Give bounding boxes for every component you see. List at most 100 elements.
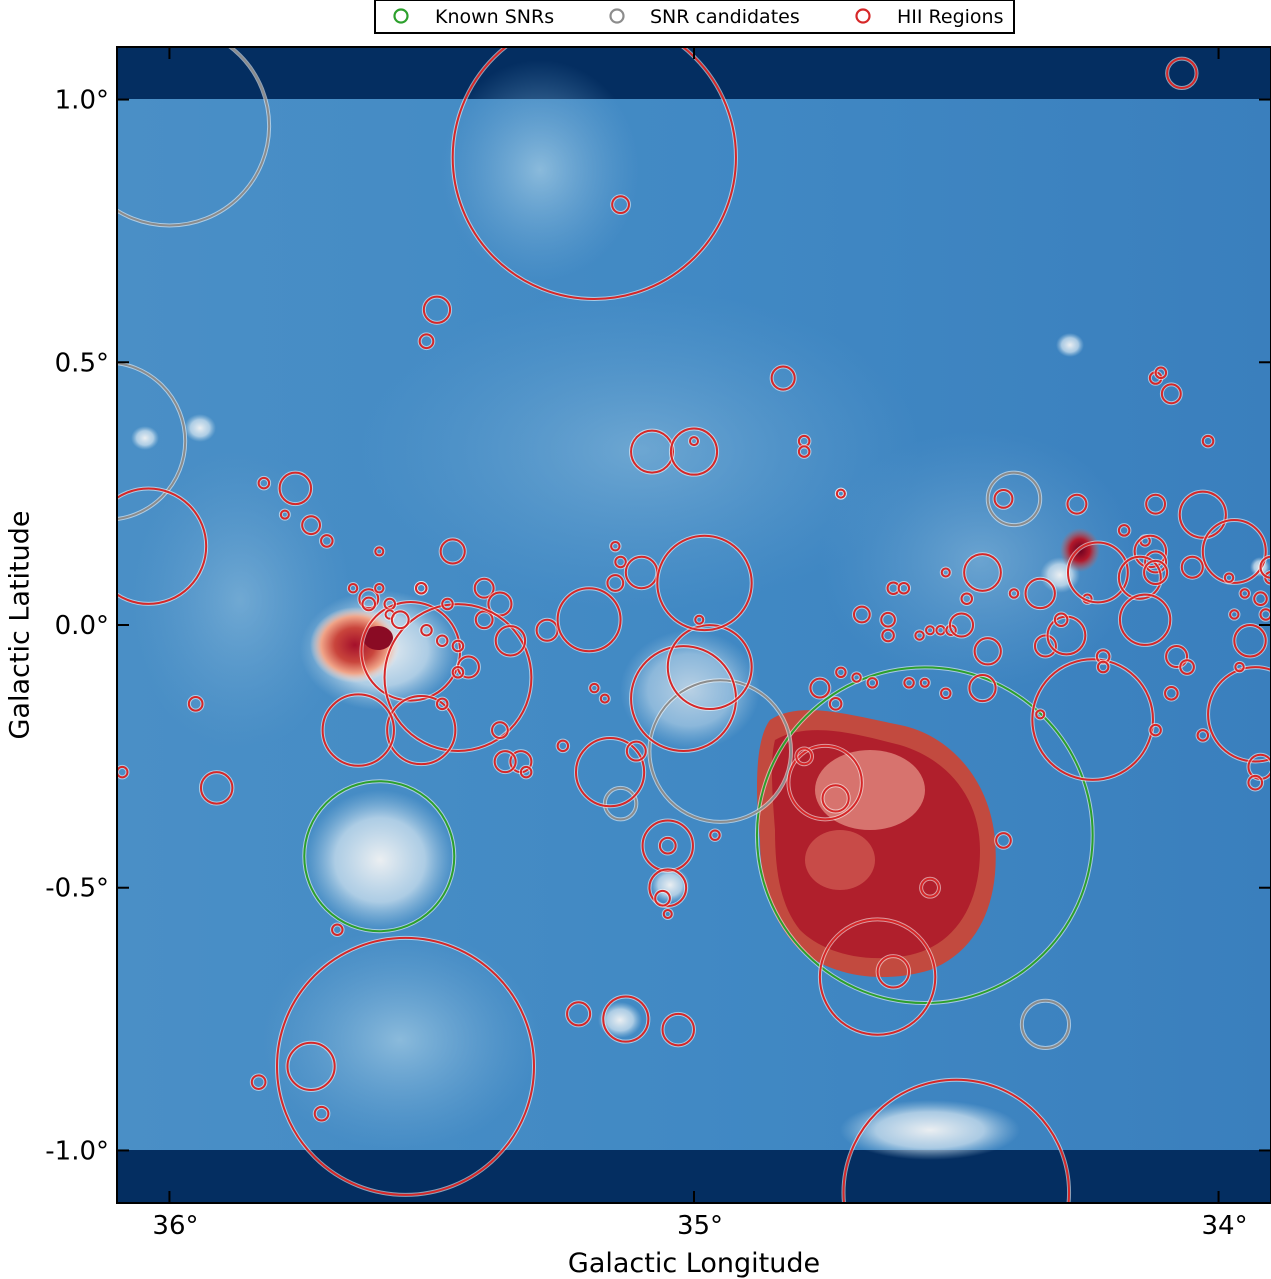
hii-regions-marker: [556, 587, 622, 653]
hii-regions-marker: [1223, 572, 1235, 583]
hii-regions-marker: [835, 666, 847, 679]
hii-regions-marker: [1247, 774, 1264, 791]
hii-regions-marker: [414, 581, 428, 595]
hii-regions-marker: [275, 936, 536, 1196]
legend-box: [374, 0, 1015, 34]
hii-regions-marker: [1201, 518, 1267, 584]
hii-regions-marker: [1196, 729, 1210, 742]
hii-regions-marker: [709, 829, 721, 841]
x-tick-label: 35°: [677, 1211, 723, 1241]
hii-regions-marker: [1024, 577, 1056, 610]
hii-regions-marker: [960, 592, 974, 605]
hii-regions-marker: [948, 612, 975, 638]
hii-regions-marker: [1096, 660, 1110, 674]
legend-label-known-snrs: Known SNRs: [435, 6, 554, 28]
hii-regions-marker: [278, 471, 313, 506]
hii-regions-marker: [451, 47, 737, 300]
snr-emission: [805, 830, 875, 890]
hii-regions-marker: [940, 687, 952, 700]
hii-regions-marker: [1118, 593, 1172, 646]
hii-regions-marker: [1233, 624, 1267, 658]
hii-regions-marker: [420, 624, 433, 637]
hii-regions-marker: [851, 672, 862, 683]
hii-regions-marker: [519, 765, 533, 779]
hii-regions-marker: [491, 721, 509, 739]
hii-regions-marker: [993, 488, 1014, 509]
known-snrs-marker: [755, 666, 1094, 1005]
hii-regions-marker: [374, 546, 385, 557]
hii-regions-marker: [1149, 723, 1162, 737]
hii-regions-marker: [852, 605, 871, 624]
x-axis-title: Galactic Longitude: [568, 1248, 820, 1279]
hii-regions-marker: [795, 747, 814, 766]
legend-label-snr-candidates: SNR candidates: [650, 6, 800, 28]
region-circles: [117, 47, 1271, 1203]
hii-regions-marker: [648, 868, 688, 908]
hii-regions-marker: [279, 509, 290, 520]
hii-regions-marker: [1133, 534, 1168, 569]
hii-emission: [310, 607, 400, 683]
hii-regions-marker: [556, 739, 570, 753]
hii-regions-marker: [973, 637, 1002, 666]
y-tick-label: 0.0°: [55, 611, 109, 641]
hii-regions-marker: [666, 624, 753, 711]
hii-emission: [363, 626, 393, 650]
hii-regions-marker: [435, 634, 449, 648]
snr-candidates-marker: [986, 471, 1042, 527]
hii-regions-marker: [914, 630, 925, 641]
hii-regions-marker: [187, 695, 204, 712]
hii-regions-marker: [662, 909, 673, 919]
hii-regions-marker: [1166, 57, 1198, 89]
hii-regions-marker: [787, 744, 863, 821]
hii-regions-marker: [386, 694, 457, 766]
emission-map: [117, 47, 1271, 1203]
hii-regions-marker: [940, 567, 951, 578]
hii-regions-marker: [383, 603, 533, 752]
hii-regions-marker: [566, 1001, 592, 1027]
hii-regions-marker: [250, 1074, 267, 1090]
hii-regions-marker: [321, 693, 395, 767]
hii-regions-marker: [828, 697, 843, 711]
hii-regions-marker: [1178, 490, 1227, 539]
hii-regions-marker: [920, 877, 940, 898]
hii-regions-marker: [1031, 658, 1154, 781]
hii-regions-marker: [770, 365, 796, 391]
hii-regions-marker: [1253, 591, 1268, 607]
hii-regions-marker: [963, 553, 1002, 592]
hii-regions-marker: [361, 596, 377, 612]
compact-source: [598, 1002, 642, 1038]
hii-regions-marker: [1207, 666, 1271, 763]
y-axis-title: Galactic Latitude: [5, 511, 36, 740]
hii-regions-marker: [493, 750, 517, 774]
diffuse-emission: [360, 290, 920, 610]
snr-candidates-marker: [603, 786, 638, 821]
hii-regions-marker: [1145, 493, 1167, 515]
hii-regions-marker: [842, 1078, 1071, 1203]
snr-candidates-marker: [117, 47, 271, 227]
hii-regions-marker: [881, 628, 895, 643]
hii-regions-marker: [257, 476, 271, 490]
hii-regions-marker: [654, 889, 671, 907]
snr-candidates-marker: [117, 362, 187, 521]
hii-regions-marker: [925, 625, 936, 636]
hii-regions-marker: [1180, 555, 1204, 579]
hii-regions-marker: [689, 436, 699, 447]
legend-label-hii-regions: HII Regions: [897, 6, 1003, 28]
hii-regions-marker: [903, 677, 915, 689]
hii-regions-marker: [422, 295, 452, 324]
hii-regions-marker: [390, 610, 410, 630]
hii-regions-marker: [1154, 366, 1168, 380]
hii-regions-marker: [866, 677, 879, 689]
hii-regions-marker: [1201, 434, 1215, 448]
hii-regions-marker: [451, 666, 465, 679]
legend-marker-known-snrs: [393, 8, 409, 24]
hii-regions-marker: [876, 955, 911, 989]
hii-regions-marker: [589, 682, 600, 694]
hii-regions-marker: [451, 639, 465, 653]
hii-regions-marker: [313, 1105, 330, 1122]
legend-marker-hii-regions: [855, 8, 871, 24]
snr-candidates-marker: [648, 679, 793, 823]
hii-regions-marker: [797, 445, 811, 458]
diffuse-emission: [840, 1100, 1020, 1160]
diffuse-emission: [260, 930, 540, 1150]
